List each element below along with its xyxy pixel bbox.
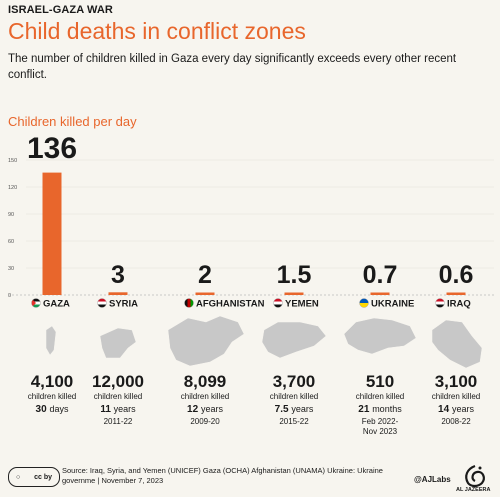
stat-duration-number: 11 — [100, 404, 111, 415]
stat-label: children killed — [269, 392, 319, 401]
y-tick-label: 30 — [8, 266, 14, 272]
category-label: GAZA — [43, 299, 70, 310]
y-tick-label: 150 — [8, 158, 17, 164]
map-gaza-icon — [45, 325, 57, 356]
stat-yemen: 3,700 children killed 7.5 years 2015-22 — [254, 372, 334, 427]
stat-total: 12,000 — [92, 372, 144, 391]
stat-label: children killed — [355, 392, 405, 401]
footer: ○ cc by Source: Iraq, Syria, and Yemen (… — [0, 463, 500, 497]
brand-name: AL JAZEERA — [456, 487, 491, 493]
flag-icon-syria — [97, 298, 107, 308]
bar-value-label: 0.7 — [363, 261, 398, 289]
stat-period: 2008-22 — [441, 417, 471, 426]
stat-period: 2011-22 — [103, 417, 133, 426]
stat-duration-unit: years — [451, 404, 474, 414]
stat-gaza: 4,100 children killed 30 days — [12, 372, 92, 417]
map-yemen-icon — [261, 321, 327, 359]
y-tick-label: 120 — [8, 185, 17, 191]
stat-duration: 11 years — [78, 402, 158, 417]
bar — [195, 292, 215, 295]
y-tick-label: 0 — [8, 293, 11, 299]
stat-total: 3,700 — [272, 372, 316, 391]
stat-total: 4,100 — [30, 372, 74, 391]
stat-period: 2009-20 — [190, 417, 220, 426]
bar — [370, 292, 390, 295]
stat-total: 3,100 — [434, 372, 478, 391]
stat-period: Feb 2022- Nov 2023 — [361, 417, 399, 436]
stats-row: 4,100 children killed 30 days 12,000 childre… — [0, 372, 500, 442]
map-afghanistan-icon — [167, 315, 245, 367]
stat-total: 510 — [365, 372, 395, 391]
bar — [108, 292, 128, 295]
stat-total: 8,099 — [183, 372, 227, 391]
bar-value-label: 136 — [27, 132, 77, 165]
stat-ukraine: 510 children killed 21 months Feb 2022- Nov… — [340, 372, 420, 437]
map-syria-icon — [99, 327, 137, 359]
category-label: YEMEN — [285, 299, 319, 310]
map-ukraine-icon — [343, 317, 417, 355]
category-label: IRAQ — [447, 299, 471, 310]
stat-duration: 7.5 years — [254, 402, 334, 417]
page-title: Child deaths in conflict zones — [8, 18, 306, 44]
stat-duration: 12 years — [165, 402, 245, 417]
bar — [284, 292, 304, 295]
kicker: ISRAEL-GAZA WAR — [8, 4, 113, 16]
bar-value-label: 3 — [111, 261, 125, 289]
subtitle: The number of children killed in Gaza ev… — [8, 53, 457, 81]
bar — [42, 172, 62, 295]
stat-duration-unit: years — [113, 404, 136, 414]
flag-icon-yemen — [273, 298, 283, 308]
stat-duration-unit: days — [49, 404, 69, 414]
stat-afghanistan: 8,099 children killed 12 years 2009-20 — [165, 372, 245, 427]
y-tick-label: 90 — [8, 212, 14, 218]
bar-chart: 0 30 60 90 120 150 136 3 2 1.5 0.7 0.6 GAZA SYRIA AFGH… — [8, 132, 494, 369]
stat-duration-number: 12 — [187, 404, 199, 415]
category-label: AFGHANISTAN — [196, 299, 265, 310]
stat-duration: 21 months — [340, 402, 420, 417]
license-badge: ○ cc by — [8, 467, 60, 487]
handle: @AJLabs — [414, 475, 451, 484]
cc-icon: ○ — [15, 473, 21, 481]
map-iraq-icon — [431, 319, 483, 369]
stat-duration-unit: years — [291, 404, 314, 414]
bar — [446, 292, 466, 295]
stat-label: children killed — [27, 392, 77, 401]
stat-label: children killed — [180, 392, 230, 401]
stat-duration-number: 7.5 — [274, 404, 289, 415]
stat-duration-number: 21 — [358, 404, 370, 415]
flag-icon-gaza — [31, 298, 41, 308]
stat-period: 2015-22 — [279, 417, 309, 426]
flag-icon-ukraine — [359, 298, 369, 308]
stat-iraq: 3,100 children killed 14 years 2008-22 — [416, 372, 496, 427]
source-text: Source: Iraq, Syria, and Yemen (UNICEF) … — [62, 466, 383, 485]
bar-value-label: 1.5 — [277, 261, 312, 289]
stat-label: children killed — [93, 392, 143, 401]
flag-icon-afghanistan — [184, 298, 194, 308]
stat-duration-number: 30 — [35, 404, 47, 415]
category-label: UKRAINE — [371, 299, 414, 310]
flag-icon-iraq — [435, 298, 445, 308]
stat-label: children killed — [431, 392, 481, 401]
stat-duration-unit: months — [372, 404, 402, 414]
bar-value-label: 0.6 — [439, 261, 474, 289]
stat-duration: 14 years — [416, 402, 496, 417]
stat-duration-number: 14 — [438, 404, 450, 415]
stat-duration: 30 days — [12, 402, 92, 417]
chart-title: Children killed per day — [8, 114, 137, 129]
category-label: SYRIA — [109, 299, 138, 310]
bar-value-label: 2 — [198, 261, 212, 289]
stat-duration-unit: years — [200, 404, 223, 414]
stat-syria: 12,000 children killed 11 years 2011-22 — [78, 372, 158, 427]
al-jazeera-logo-icon — [465, 464, 485, 488]
y-tick-label: 60 — [8, 239, 14, 245]
